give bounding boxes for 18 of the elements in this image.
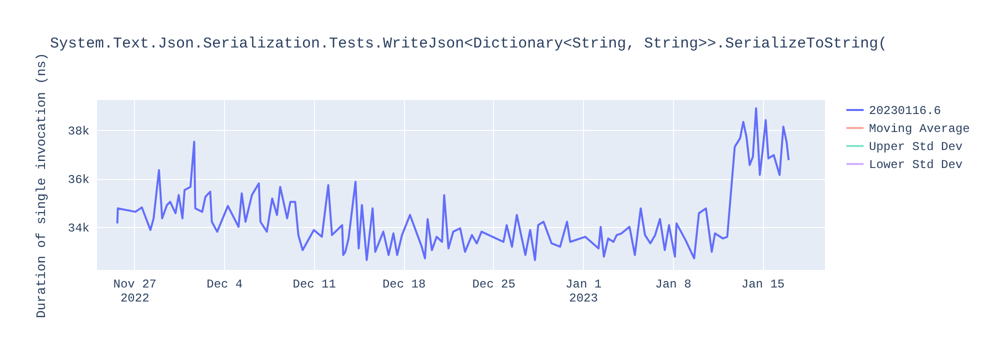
y-tick-label: 38k — [68, 124, 90, 139]
x-tick-label: Dec 25 — [472, 278, 516, 292]
x-tick-label: Jan 15 — [741, 278, 785, 292]
x-tick-label: Dec 11 — [292, 278, 336, 292]
x-tick-label: Jan 1 2023 — [566, 278, 602, 306]
y-axis-title: Duration of single invocation (ns) — [34, 52, 49, 318]
legend-label: Upper Std Dev — [869, 140, 963, 154]
x-tick-label: Jan 8 — [655, 278, 692, 292]
legend-label: Lower Std Dev — [869, 158, 963, 172]
x-tick-label: Dec 4 — [206, 278, 243, 292]
legend-label: 20230116.6 — [869, 104, 942, 118]
chart-title: System.Text.Json.Serialization.Tests.WriteJson<Dictionary<String, String>>.SerializeToString( — [50, 35, 888, 52]
y-tick-label: 34k — [68, 222, 90, 236]
legend-label: Moving Average — [869, 122, 970, 136]
y-tick-label: 36k — [68, 173, 90, 188]
x-tick-label: Nov 27 2022 — [113, 278, 156, 306]
line-series — [116, 107, 790, 262]
x-tick-label: Dec 18 — [382, 278, 426, 292]
